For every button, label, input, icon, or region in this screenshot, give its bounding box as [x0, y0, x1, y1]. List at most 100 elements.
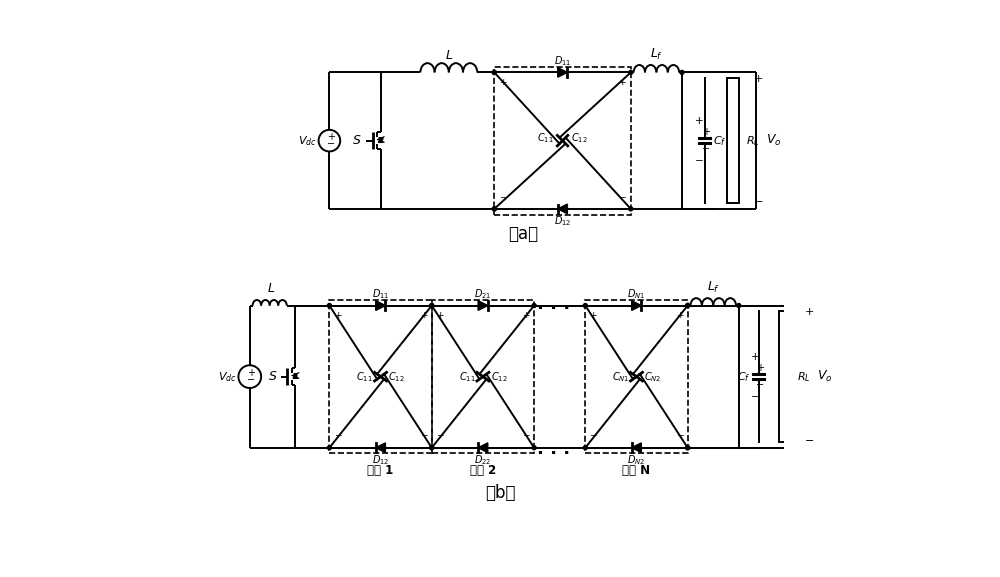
Polygon shape [558, 68, 567, 77]
Text: $C_{N1}$: $C_{N1}$ [612, 370, 629, 384]
Text: +: + [499, 78, 507, 87]
Bar [329, 300, 432, 454]
Text: $R_L$: $R_L$ [797, 370, 810, 384]
Text: −: − [522, 430, 530, 440]
Text: $V_{dc}$: $V_{dc}$ [298, 134, 317, 148]
Text: $C_{12}$: $C_{12}$ [491, 370, 507, 384]
Text: 单元 2: 单元 2 [470, 464, 496, 477]
Text: −: − [676, 430, 683, 440]
Text: $D_{12}$: $D_{12}$ [554, 215, 571, 228]
Text: +: + [590, 312, 597, 320]
Circle shape [492, 207, 496, 211]
Text: −: − [247, 376, 255, 385]
Text: +: + [805, 308, 815, 317]
Circle shape [532, 304, 536, 308]
Text: −: − [436, 430, 443, 440]
Text: （b）: （b） [485, 484, 515, 502]
Polygon shape [632, 443, 641, 452]
Text: $D_{11}$: $D_{11}$ [554, 54, 571, 68]
Text: +: + [702, 127, 710, 137]
Text: $C_f$: $C_f$ [737, 370, 750, 384]
Text: −: − [754, 197, 763, 207]
Text: $R_L$: $R_L$ [746, 134, 759, 148]
Text: −: − [756, 380, 765, 390]
Text: $L_f$: $L_f$ [650, 47, 663, 62]
Circle shape [629, 207, 633, 211]
Text: $D_{12}$: $D_{12}$ [372, 454, 389, 467]
Text: $C_{11}$: $C_{11}$ [537, 131, 554, 145]
Circle shape [492, 70, 496, 74]
Polygon shape [632, 301, 641, 310]
Circle shape [430, 446, 434, 449]
Circle shape [583, 304, 587, 308]
Text: $V_o$: $V_o$ [766, 133, 782, 148]
Text: +: + [436, 312, 443, 320]
Bar [432, 300, 534, 454]
Text: $L$: $L$ [445, 49, 453, 62]
Circle shape [583, 446, 587, 449]
Text: $V_o$: $V_o$ [817, 369, 833, 384]
Polygon shape [478, 301, 488, 310]
Circle shape [532, 446, 536, 449]
Text: $D_{N2}$: $D_{N2}$ [627, 454, 646, 467]
Bar [727, 78, 739, 203]
Text: −: − [420, 430, 428, 440]
Text: （a）: （a） [508, 226, 538, 243]
Polygon shape [376, 443, 385, 452]
Text: $C_{11}$: $C_{11}$ [459, 370, 475, 384]
Bar [779, 311, 790, 442]
Polygon shape [376, 301, 385, 310]
Text: −: − [751, 392, 760, 402]
Text: −: − [702, 144, 710, 154]
Text: +: + [327, 132, 335, 142]
Circle shape [686, 446, 690, 449]
Text: $L_f$: $L_f$ [707, 280, 720, 295]
Text: +: + [522, 312, 530, 320]
Circle shape [629, 70, 633, 74]
Text: +: + [420, 312, 428, 320]
Text: +: + [676, 312, 683, 320]
Circle shape [680, 70, 684, 74]
Circle shape [327, 446, 331, 449]
Text: +: + [754, 74, 763, 84]
Text: $D_{21}$: $D_{21}$ [474, 287, 492, 301]
Text: −: − [590, 430, 597, 440]
Text: −: − [334, 430, 341, 440]
Text: $S$: $S$ [352, 134, 361, 147]
Text: . . .: . . . [537, 440, 571, 458]
Bar [494, 67, 631, 215]
Text: +: + [619, 78, 626, 87]
Text: $C_{N2}$: $C_{N2}$ [644, 370, 661, 384]
Text: −: − [327, 139, 335, 149]
Text: +: + [756, 363, 764, 373]
Text: $S$: $S$ [268, 370, 277, 383]
Text: +: + [695, 116, 704, 126]
Text: 单元 1: 单元 1 [367, 464, 394, 477]
Circle shape [430, 446, 434, 449]
Circle shape [686, 446, 690, 449]
Text: +: + [751, 352, 760, 362]
Text: $D_{11}$: $D_{11}$ [372, 287, 389, 301]
Text: $C_{11}$: $C_{11}$ [356, 370, 373, 384]
Text: −: − [695, 156, 704, 166]
Text: $D_{N1}$: $D_{N1}$ [627, 287, 646, 301]
Text: −: − [619, 192, 626, 201]
Text: $L$: $L$ [267, 282, 276, 295]
Text: −: − [499, 192, 507, 201]
Circle shape [430, 304, 434, 308]
Circle shape [430, 304, 434, 308]
Text: $D_{22}$: $D_{22}$ [474, 454, 492, 467]
Text: −: − [805, 436, 815, 446]
Text: $V_{dc}$: $V_{dc}$ [218, 370, 237, 384]
Circle shape [737, 304, 741, 308]
Text: $C_f$: $C_f$ [713, 134, 727, 148]
Polygon shape [378, 137, 383, 143]
Text: +: + [247, 368, 255, 378]
Polygon shape [478, 443, 488, 452]
Circle shape [327, 304, 331, 308]
Bar [585, 300, 688, 454]
Polygon shape [558, 204, 567, 213]
Circle shape [492, 207, 496, 211]
Text: 单元 N: 单元 N [622, 464, 651, 477]
Text: . . .: . . . [537, 295, 571, 313]
